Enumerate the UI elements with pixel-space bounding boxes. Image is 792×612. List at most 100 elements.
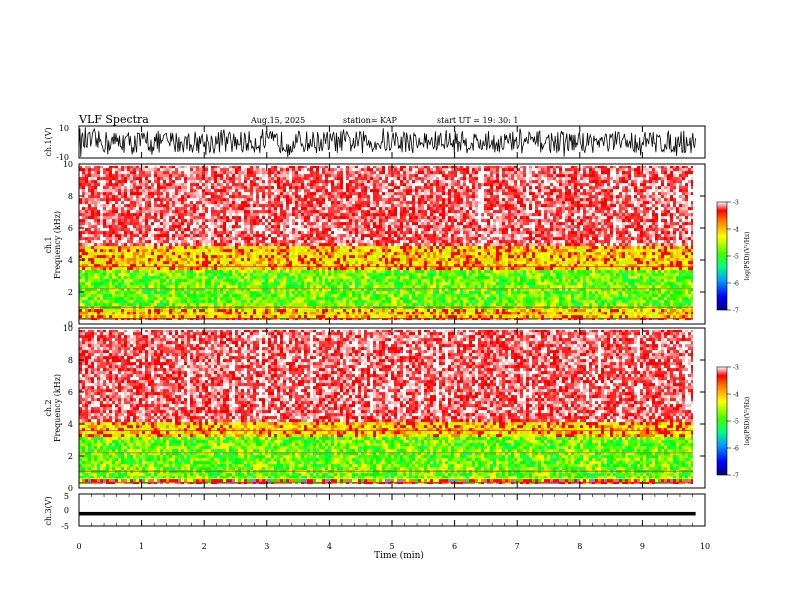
spectrogram-cell	[103, 219, 107, 223]
spectrogram-cell	[139, 270, 143, 274]
spectrogram-cell	[328, 225, 332, 229]
spectrogram-cell	[109, 201, 113, 205]
spectrogram-cell	[325, 270, 329, 274]
spectrogram-cell	[208, 192, 212, 196]
spectrogram-cell	[148, 312, 152, 316]
spectrogram-cell	[319, 240, 323, 244]
spectrogram-cell	[130, 201, 134, 205]
spectrogram-cell	[238, 312, 242, 316]
spectrogram-cell	[178, 288, 182, 292]
spectrogram-cell	[97, 174, 101, 178]
spectrogram-cell	[217, 195, 221, 199]
spectrogram-cell	[274, 261, 278, 265]
spectrogram-cell	[175, 210, 179, 214]
spectrogram-cell	[241, 264, 245, 268]
spectrogram-cell	[253, 288, 257, 292]
spectrogram-cell	[139, 276, 143, 280]
spectrogram-cell	[265, 210, 269, 214]
spectrogram-cell	[118, 255, 122, 259]
spectrogram-cell	[331, 177, 335, 181]
spectrogram-cell	[298, 198, 302, 202]
spectrogram-cell	[337, 318, 341, 322]
spectrogram-cell	[229, 177, 233, 181]
spectrogram-cell	[148, 177, 152, 181]
spectrogram-cell	[100, 237, 104, 241]
spectrogram-cell	[322, 225, 326, 229]
spectrogram-cell	[319, 195, 323, 199]
spectrogram-cell	[190, 318, 194, 322]
spectrogram-cell	[130, 249, 134, 253]
spectrogram-cell	[274, 237, 278, 241]
spectrogram-cell	[181, 291, 185, 295]
spectrogram-cell	[277, 261, 281, 265]
spectrogram-cell	[331, 195, 335, 199]
spectrogram-cell	[139, 219, 143, 223]
spectrogram-cell	[82, 240, 86, 244]
spectrogram-cell	[340, 213, 344, 217]
spectrogram-cell	[253, 231, 257, 235]
spectrogram-cell	[82, 315, 86, 319]
spectrogram-cell	[169, 219, 173, 223]
spectrogram-cell	[337, 189, 341, 193]
spectrogram-cell	[226, 282, 230, 286]
spectrogram-cell	[283, 300, 287, 304]
spectrogram-cell	[160, 180, 164, 184]
spectrogram-cell	[298, 204, 302, 208]
spectrogram-cell	[196, 228, 200, 232]
spectrogram-cell	[301, 177, 305, 181]
spectrogram-cell	[103, 213, 107, 217]
spectrogram-cell	[313, 183, 317, 187]
spectrogram-cell	[238, 195, 242, 199]
spectrogram-cell	[355, 213, 359, 217]
spectrogram-cell	[211, 240, 215, 244]
spectrogram-cell	[175, 180, 179, 184]
spectrogram-cell	[142, 168, 146, 172]
spectrogram-cell	[283, 231, 287, 235]
spectrogram-cell	[166, 189, 170, 193]
spectrogram-cell	[175, 291, 179, 295]
spectrogram-cell	[280, 285, 284, 289]
spectrogram-cell	[157, 201, 161, 205]
spectrogram-cell	[112, 255, 116, 259]
spectrogram-cell	[322, 195, 326, 199]
spectrogram-cell	[121, 183, 125, 187]
spectrogram-cell	[127, 312, 131, 316]
spectrogram-cell	[82, 300, 86, 304]
spectrogram-cell	[214, 303, 218, 307]
spectrogram-cell	[286, 303, 290, 307]
spectrogram-cell	[334, 234, 338, 238]
spectrogram-cell	[268, 189, 272, 193]
spectrogram-cell	[310, 282, 314, 286]
spectrogram-cell	[169, 240, 173, 244]
spectrogram-cell	[316, 243, 320, 247]
spectrogram-cell	[226, 192, 230, 196]
spectrogram-cell	[319, 225, 323, 229]
spectrogram-cell	[331, 216, 335, 220]
spectrogram-cell	[145, 195, 149, 199]
spectrogram-cell	[196, 166, 200, 169]
spectrogram-cell	[355, 198, 359, 202]
spectrogram-cell	[268, 267, 272, 271]
spectrogram-cell	[358, 285, 362, 289]
spectrogram-cell	[196, 231, 200, 235]
spectrogram-cell	[130, 267, 134, 271]
spectrogram-cell	[118, 228, 122, 232]
spectrogram-cell	[208, 168, 212, 172]
spectrogram-cell	[292, 309, 296, 313]
spectrogram-cell	[322, 258, 326, 262]
spectrogram-cell	[256, 252, 260, 256]
spectrogram-cell	[178, 285, 182, 289]
spectrogram-cell	[217, 279, 221, 283]
spectrogram-cell	[295, 168, 299, 172]
spectrogram-cell	[298, 240, 302, 244]
spectrogram-cell	[337, 297, 341, 301]
spectrogram-cell	[340, 297, 344, 301]
spectrogram-cell	[82, 294, 86, 298]
spectrogram-cell	[82, 207, 86, 211]
spectrogram-cell	[202, 273, 206, 277]
spectrogram-cell	[100, 309, 104, 313]
spectrogram-cell	[196, 207, 200, 211]
spectrogram-cell	[88, 303, 92, 307]
spectrogram-cell	[310, 189, 314, 193]
spectrogram-cell	[325, 174, 329, 178]
